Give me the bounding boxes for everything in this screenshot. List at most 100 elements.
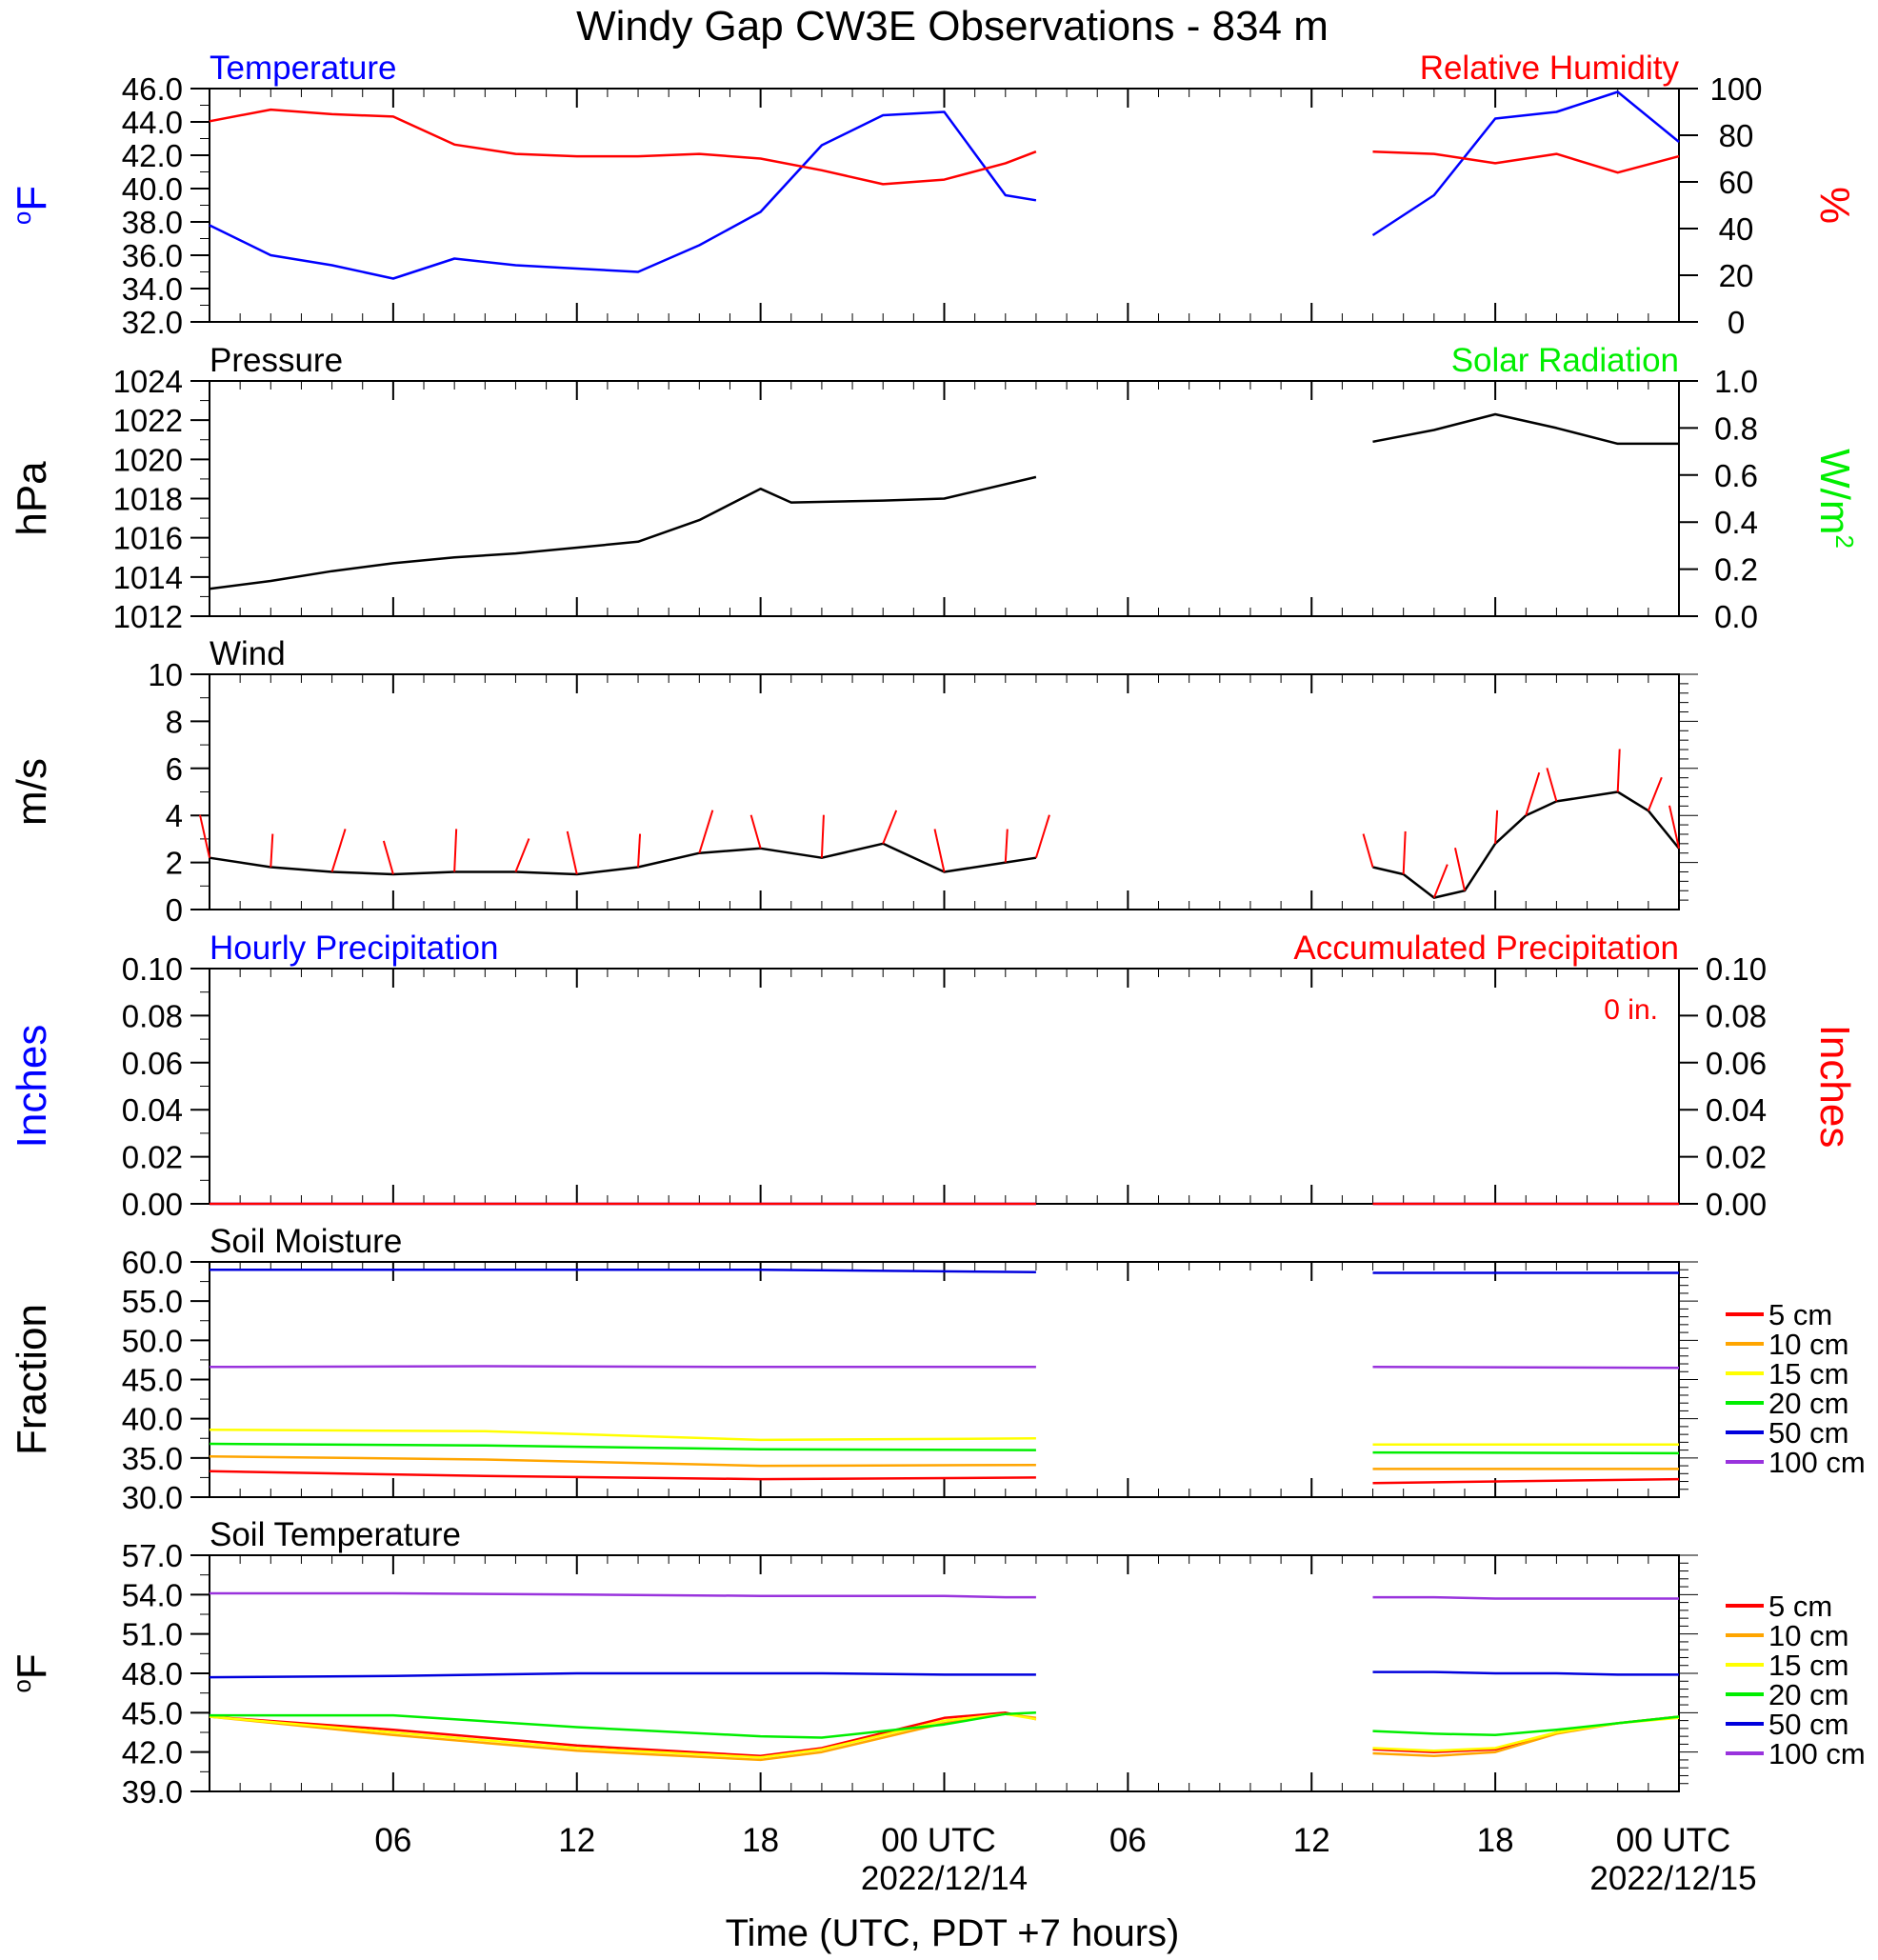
wind-barb [1616, 749, 1621, 792]
x-tick-label: 00 UTC [1616, 1822, 1731, 1859]
series-line-20-cm [1372, 1715, 1680, 1737]
y-tick-label-left: 6 [166, 751, 183, 787]
panel-title-right: Solar Radiation [1451, 342, 1679, 379]
series-line-pressure [209, 475, 1037, 590]
wind-barb [1546, 768, 1558, 802]
x-tick-label: 00 UTC [881, 1822, 996, 1859]
legend-label: 15 cm [1768, 1649, 1848, 1682]
series-line-15-cm [209, 1428, 1036, 1442]
wind-barb [1432, 864, 1448, 899]
panel-soil_temperature: 39.0 42.0 45.0 48.0 51.0 54.0 57.0 Soil Tempera… [8, 1516, 1866, 1810]
y-tick-label-left: 1012 [113, 599, 183, 634]
y-axis-label-left: Fraction [9, 1304, 55, 1455]
panel-title-left: Temperature [210, 50, 396, 87]
plot-frame [209, 1261, 1680, 1498]
y-tick-label-right: 0.4 [1714, 505, 1758, 540]
wind-barb [933, 829, 946, 872]
legend-label: 15 cm [1768, 1357, 1848, 1390]
panel-title-right: Accumulated Precipitation [1293, 930, 1679, 967]
series-line-10-cm [209, 1712, 1037, 1762]
series-line-wind [1372, 790, 1680, 899]
y-tick-label-left: 60.0 [122, 1245, 183, 1280]
y-tick-label-right: 40 [1719, 211, 1754, 247]
y-tick-label-left: 0.08 [122, 998, 183, 1033]
series-line-50-cm [209, 1671, 1036, 1679]
panel-title-left: Hourly Precipitation [210, 930, 498, 967]
x-tick-label: 18 [742, 1822, 779, 1859]
y-tick-label-right: 1.0 [1714, 364, 1758, 399]
legend-label: 100 cm [1768, 1737, 1866, 1770]
series-line-5-cm [209, 1470, 1036, 1481]
y-tick-label-left: 30.0 [122, 1480, 183, 1515]
y-tick-label-left: 1018 [113, 482, 183, 517]
series-line-20-cm [209, 1442, 1036, 1451]
wind-barb [1525, 771, 1541, 816]
panel-precipitation: 0.00 0.02 0.04 0.06 0.08 0.10 0.00 0.02 0.04 0.06… [9, 930, 1858, 1222]
y-tick-label-left: 0.04 [122, 1092, 183, 1128]
y-tick-label-right: 0.2 [1714, 552, 1758, 588]
y-tick-label-left: 42.0 [122, 1735, 183, 1770]
y-tick-label-left: 48.0 [122, 1656, 183, 1691]
y-tick-label-left: 40.0 [122, 1402, 183, 1437]
series-line-20-cm [210, 1711, 1036, 1739]
y-tick-label-right: 0.04 [1706, 1092, 1767, 1128]
y-tick-label-left: 0 [166, 892, 183, 928]
y-tick-label-right: 0.8 [1714, 410, 1758, 446]
y-tick-label-left: 55.0 [122, 1284, 183, 1319]
legend-label: 10 cm [1768, 1619, 1848, 1652]
legend-label: 20 cm [1768, 1387, 1848, 1420]
y-tick-label-right: 0.08 [1706, 998, 1767, 1033]
y-axis-label-right: Inches [1811, 1025, 1858, 1149]
y-tick-label-left: 44.0 [122, 105, 183, 140]
panel-wind: 0 2 4 6 8 10 Wind m/s [9, 635, 1698, 928]
series-line-100-cm [210, 1591, 1036, 1599]
x-tick-label: 12 [558, 1822, 595, 1859]
legend-label: 100 cm [1768, 1446, 1866, 1479]
legend-label: 5 cm [1768, 1590, 1832, 1623]
series-line-relative-humidity [209, 108, 1037, 186]
x-tick-label: 18 [1477, 1822, 1514, 1859]
wind-barb [1034, 814, 1050, 858]
y-tick-label-left: 1020 [113, 442, 183, 477]
y-tick-label-right: 0.6 [1714, 458, 1758, 493]
y-tick-label-left: 54.0 [122, 1577, 183, 1612]
wind-barb [382, 840, 394, 875]
x-tick-label: 12 [1293, 1822, 1330, 1859]
wind-barb [1004, 829, 1009, 863]
y-tick-label-left: 4 [166, 798, 183, 833]
y-tick-label-right: 80 [1719, 118, 1754, 153]
series-line-100-cm [1372, 1595, 1679, 1600]
accumulated-total-label: 0 in. [1604, 994, 1658, 1026]
y-tick-label-left: 36.0 [122, 238, 183, 273]
wind-barb [1454, 848, 1466, 891]
y-tick-label-left: 8 [166, 704, 183, 739]
wind-barb [1362, 833, 1374, 868]
y-tick-label-right: 0.10 [1706, 951, 1767, 987]
y-axis-label-left: Inches [9, 1025, 55, 1149]
panel-pressure_solar: 1012 1014 1016 1018 1020 1022 1024 0.0 0.2 0.4 0.6… [9, 342, 1859, 634]
legend-label: 20 cm [1768, 1678, 1848, 1711]
y-tick-label-left: 0.02 [122, 1140, 183, 1175]
panel-temperature_humidity: 32.034.036.038.040.042.044.046.0 0 20 40 60 8… [8, 50, 1858, 340]
y-tick-label-left: 1016 [113, 521, 183, 556]
y-tick-label-right: 0.02 [1706, 1140, 1767, 1175]
plot-frame [209, 88, 1680, 323]
series-line-temperature [209, 110, 1037, 280]
legend-label: 50 cm [1768, 1416, 1848, 1450]
wind-barb [199, 814, 210, 858]
y-axis-label-left: hPa [9, 461, 55, 536]
wind-barb [330, 829, 347, 872]
wind-barb [820, 814, 825, 858]
y-tick-label-left: 32.0 [122, 305, 183, 340]
x-date-label: 2022/12/14 [861, 1860, 1028, 1897]
y-tick-label-left: 0.06 [122, 1046, 183, 1081]
y-tick-label-left: 0.10 [122, 951, 183, 987]
series-line-50-cm [210, 1268, 1036, 1273]
y-tick-label-right: 60 [1719, 165, 1754, 200]
y-tick-label-left: 57.0 [122, 1538, 183, 1573]
y-tick-label-left: 50.0 [122, 1323, 183, 1358]
wind-barb [566, 830, 578, 875]
y-tick-label-left: 1022 [113, 403, 183, 438]
legend-label: 50 cm [1768, 1708, 1848, 1741]
y-axis-label-left: oF [8, 186, 55, 225]
